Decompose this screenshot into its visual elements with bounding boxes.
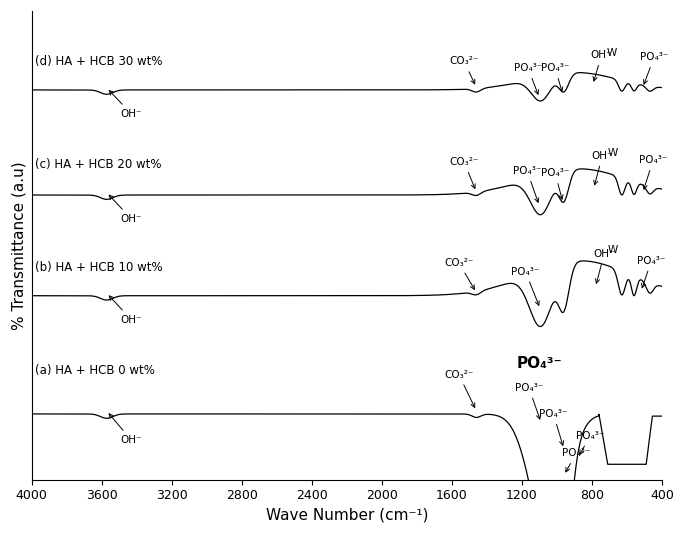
Text: PO₄³⁻: PO₄³⁻ xyxy=(541,63,569,91)
Text: CO₃²⁻: CO₃²⁻ xyxy=(444,370,475,407)
Text: OH⁻: OH⁻ xyxy=(592,151,613,185)
Text: PO₄³⁻: PO₄³⁻ xyxy=(576,431,604,454)
Text: CO₃²⁻: CO₃²⁻ xyxy=(449,157,479,189)
X-axis label: Wave Number (cm⁻¹): Wave Number (cm⁻¹) xyxy=(266,508,428,523)
Text: PO₄³⁻: PO₄³⁻ xyxy=(513,166,541,202)
Text: W: W xyxy=(607,48,617,58)
Text: OH⁻: OH⁻ xyxy=(109,91,142,119)
Text: PO₄³⁻: PO₄³⁻ xyxy=(516,356,562,371)
Text: PO₄³⁻: PO₄³⁻ xyxy=(514,383,543,419)
Text: (c) HA + HCB 20 wt%: (c) HA + HCB 20 wt% xyxy=(35,158,162,171)
Text: PO₄³⁻: PO₄³⁻ xyxy=(637,256,666,288)
Text: OH⁻: OH⁻ xyxy=(109,414,142,445)
Text: W: W xyxy=(608,245,618,255)
Text: PO₄³⁻: PO₄³⁻ xyxy=(514,63,543,94)
Text: CO₃²⁻: CO₃²⁻ xyxy=(444,258,475,289)
Text: PO₄³⁻: PO₄³⁻ xyxy=(541,168,569,199)
Text: OH⁻: OH⁻ xyxy=(593,249,615,283)
Text: (d) HA + HCB 30 wt%: (d) HA + HCB 30 wt% xyxy=(35,55,162,68)
Text: OH⁻: OH⁻ xyxy=(109,296,142,325)
Text: PO₄³⁻: PO₄³⁻ xyxy=(539,409,568,445)
Text: (a) HA + HCB 0 wt%: (a) HA + HCB 0 wt% xyxy=(35,364,155,376)
Text: OH⁻: OH⁻ xyxy=(590,50,612,81)
Text: PO₄³⁻: PO₄³⁻ xyxy=(639,155,667,189)
Text: PO₄³⁻: PO₄³⁻ xyxy=(640,52,669,84)
Text: OH⁻: OH⁻ xyxy=(109,195,142,224)
Text: (b) HA + HCB 10 wt%: (b) HA + HCB 10 wt% xyxy=(35,261,163,274)
Text: PO₄³⁻: PO₄³⁻ xyxy=(562,449,590,472)
Text: CO₃²⁻: CO₃²⁻ xyxy=(449,57,479,84)
Text: PO₄³⁻: PO₄³⁻ xyxy=(511,266,540,305)
Text: W: W xyxy=(608,148,618,159)
Y-axis label: % Transmittance (a.u): % Transmittance (a.u) xyxy=(11,161,26,329)
